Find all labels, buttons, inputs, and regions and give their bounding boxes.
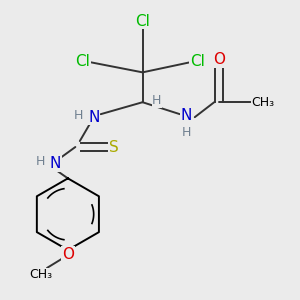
Text: H: H — [36, 155, 45, 168]
Text: O: O — [62, 247, 74, 262]
Text: Cl: Cl — [190, 54, 205, 69]
Text: CH₃: CH₃ — [251, 96, 274, 109]
Text: CH₃: CH₃ — [29, 268, 52, 281]
Text: H: H — [182, 126, 191, 139]
Text: H: H — [74, 109, 83, 122]
Text: N: N — [181, 108, 192, 123]
Text: S: S — [109, 140, 119, 154]
Text: Cl: Cl — [135, 14, 150, 28]
Text: H: H — [152, 94, 162, 107]
Text: N: N — [50, 156, 61, 171]
Text: O: O — [213, 52, 225, 67]
Text: N: N — [88, 110, 100, 125]
Text: Cl: Cl — [75, 54, 90, 69]
